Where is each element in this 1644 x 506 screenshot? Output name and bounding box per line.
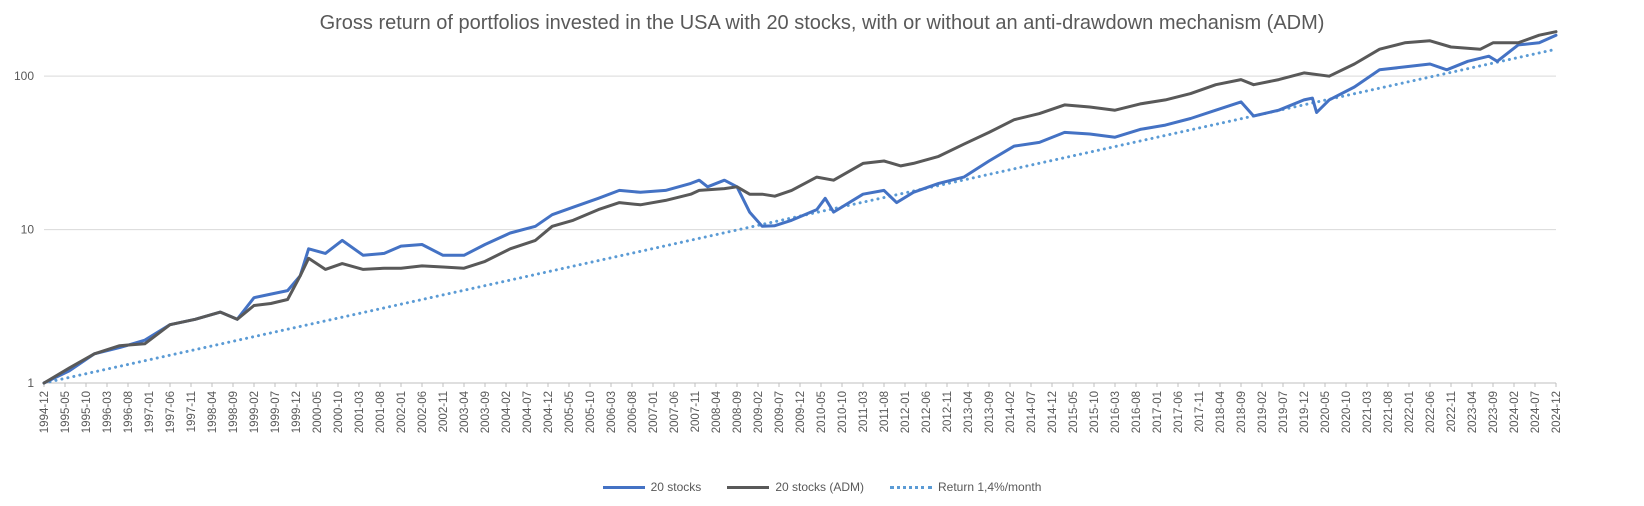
x-tick-label-1997-06: 1997-06	[165, 391, 177, 433]
x-tick-label-2016-03: 2016-03	[1110, 391, 1122, 433]
x-tick-label-2003-09: 2003-09	[480, 391, 492, 433]
x-tick-label-2004-02: 2004-02	[501, 391, 513, 433]
x-tick-label-2021-08: 2021-08	[1383, 391, 1395, 433]
x-tick-label-1997-01: 1997-01	[144, 391, 156, 433]
x-tick-label-2001-08: 2001-08	[375, 391, 387, 433]
x-tick-label-2007-01: 2007-01	[648, 391, 660, 433]
x-tick-label-2018-09: 2018-09	[1236, 391, 1248, 433]
x-tick-label-2015-10: 2015-10	[1089, 391, 1101, 433]
legend-item-return-line: Return 1,4%/month	[890, 480, 1041, 494]
x-tick-label-2011-08: 2011-08	[879, 391, 891, 432]
series-line-20-stocks	[42, 33, 1558, 385]
x-tick-label-2010-05: 2010-05	[816, 391, 828, 433]
x-tick-label-2009-07: 2009-07	[774, 391, 786, 433]
x-tick-label-2020-05: 2020-05	[1320, 391, 1332, 433]
x-tick-label-2003-04: 2003-04	[459, 390, 471, 433]
x-tick-label-2017-01: 2017-01	[1152, 391, 1164, 433]
series-line-20-stocks-adm	[42, 30, 1558, 385]
legend-swatch-20-stocks	[602, 485, 645, 489]
x-tick-label-2018-04: 2018-04	[1215, 390, 1227, 433]
y-tick-label-1: 1	[27, 376, 34, 390]
x-tick-label-2022-06: 2022-06	[1425, 391, 1437, 433]
x-tick-label-2019-02: 2019-02	[1257, 391, 1269, 433]
x-tick-label-1997-11: 1997-11	[186, 391, 198, 432]
y-tick-label-100: 100	[14, 69, 34, 83]
x-tick-label-2012-06: 2012-06	[921, 391, 933, 433]
legend-label-return-line: Return 1,4%/month	[938, 480, 1042, 494]
x-tick-label-1998-04: 1998-04	[207, 390, 219, 433]
x-tick-label-2008-09: 2008-09	[732, 391, 744, 433]
x-tick-label-2006-08: 2006-08	[627, 391, 639, 433]
x-tick-label-1999-02: 1999-02	[249, 391, 261, 433]
x-tick-label-2017-11: 2017-11	[1194, 391, 1206, 432]
x-tick-label-2005-05: 2005-05	[564, 391, 576, 433]
x-tick-label-2002-06: 2002-06	[417, 391, 429, 433]
x-tick-label-2010-10: 2010-10	[837, 391, 849, 433]
x-tick-label-2009-12: 2009-12	[795, 391, 807, 433]
x-tick-label-2002-01: 2002-01	[396, 391, 408, 433]
x-tick-label-1996-03: 1996-03	[102, 391, 114, 433]
x-tick-label-2006-03: 2006-03	[606, 391, 618, 433]
x-tick-label-2002-11: 2002-11	[438, 391, 450, 432]
legend-item-20-stocks-adm: 20 stocks (ADM)	[727, 480, 864, 494]
x-tick-label-2024-02: 2024-02	[1509, 391, 1521, 433]
x-tick-label-2000-05: 2000-05	[312, 391, 324, 433]
x-tick-label-2023-09: 2023-09	[1488, 391, 1500, 433]
x-tick-label-2022-01: 2022-01	[1404, 391, 1416, 433]
x-tick-label-2009-02: 2009-02	[753, 391, 765, 433]
x-tick-label-2011-03: 2011-03	[858, 391, 870, 432]
x-tick-label-1994-12: 1994-12	[39, 391, 51, 433]
x-tick-label-2020-10: 2020-10	[1341, 391, 1353, 433]
x-tick-label-2019-12: 2019-12	[1299, 391, 1311, 433]
x-tick-label-1996-08: 1996-08	[123, 391, 135, 433]
y-tick-label-10: 10	[21, 223, 35, 237]
x-tick-label-2024-12: 2024-12	[1551, 391, 1563, 433]
x-tick-label-1999-07: 1999-07	[270, 391, 282, 433]
line-chart: 1 10 100 1994-12 1995-05 1995-10 1996-03 1996-0…	[14, 30, 1563, 433]
x-tick-label-2019-07: 2019-07	[1278, 391, 1290, 433]
legend: 20 stocks 20 stocks (ADM) Return 1,4%/mo…	[0, 480, 1644, 494]
x-tick-label-2024-07: 2024-07	[1530, 391, 1542, 433]
x-tick-label-2005-10: 2005-10	[585, 391, 597, 433]
x-tick-label-1995-10: 1995-10	[81, 391, 93, 433]
x-tick-label-2013-09: 2013-09	[984, 391, 996, 433]
x-tick-label-2016-08: 2016-08	[1131, 391, 1143, 433]
x-tick-label-1998-09: 1998-09	[228, 391, 240, 433]
x-tick-label-2001-03: 2001-03	[354, 391, 366, 433]
x-tick-label-2012-01: 2012-01	[900, 391, 912, 433]
chart-title: Gross return of portfolios invested in t…	[319, 12, 1325, 34]
x-tick-label-2022-11: 2022-11	[1446, 391, 1458, 432]
x-tick-label-2007-11: 2007-11	[690, 391, 702, 432]
x-tick-label-2000-10: 2000-10	[333, 391, 345, 433]
x-tick-label-1999-12: 1999-12	[291, 391, 303, 433]
x-tick-label-2008-04: 2008-04	[711, 390, 723, 433]
x-tick-label-2014-12: 2014-12	[1047, 391, 1059, 433]
legend-item-20-stocks: 20 stocks	[602, 480, 702, 494]
legend-label-20-stocks: 20 stocks	[650, 480, 702, 494]
x-tick-label-2004-12: 2004-12	[543, 391, 555, 433]
x-tick-label-2015-05: 2015-05	[1068, 391, 1080, 433]
x-tick-label-1995-05: 1995-05	[60, 391, 72, 433]
x-tick-label-2013-04: 2013-04	[963, 390, 975, 433]
legend-swatch-return-line	[890, 485, 932, 489]
x-tick-label-2014-02: 2014-02	[1005, 391, 1017, 433]
x-tick-label-2021-03: 2021-03	[1362, 391, 1374, 433]
x-tick-label-2007-06: 2007-06	[669, 391, 681, 433]
x-tick-label-2014-07: 2014-07	[1026, 391, 1038, 433]
x-tick-label-2017-06: 2017-06	[1173, 391, 1185, 433]
x-tick-label-2012-11: 2012-11	[942, 391, 954, 432]
legend-label-20-stocks-adm: 20 stocks (ADM)	[775, 480, 864, 494]
legend-swatch-20-stocks-adm	[727, 485, 770, 489]
x-tick-label-2023-04: 2023-04	[1467, 390, 1479, 433]
x-tick-label-2004-07: 2004-07	[522, 391, 534, 433]
